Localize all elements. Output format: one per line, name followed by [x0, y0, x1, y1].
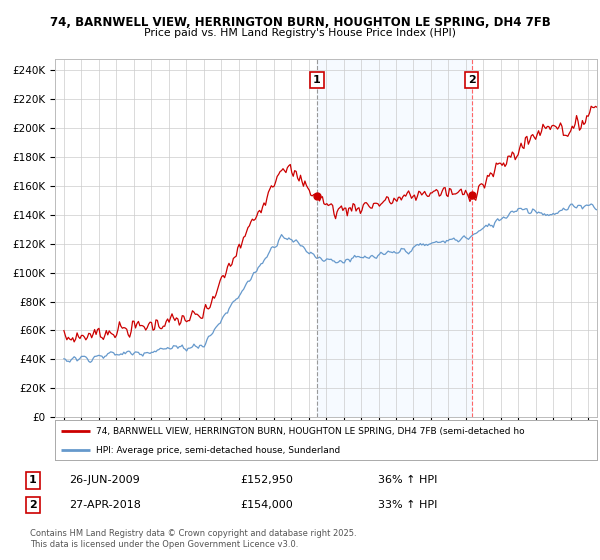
Text: Price paid vs. HM Land Registry's House Price Index (HPI): Price paid vs. HM Land Registry's House … [144, 28, 456, 38]
Text: 74, BARNWELL VIEW, HERRINGTON BURN, HOUGHTON LE SPRING, DH4 7FB (semi-detached h: 74, BARNWELL VIEW, HERRINGTON BURN, HOUG… [96, 427, 524, 436]
Text: 1: 1 [29, 475, 37, 486]
Text: HPI: Average price, semi-detached house, Sunderland: HPI: Average price, semi-detached house,… [96, 446, 340, 455]
Text: 26-JUN-2009: 26-JUN-2009 [69, 475, 140, 486]
Text: 2: 2 [29, 500, 37, 510]
Text: £154,000: £154,000 [240, 500, 293, 510]
Bar [317, 59, 472, 417]
Text: 27-APR-2018: 27-APR-2018 [69, 500, 141, 510]
Text: Contains HM Land Registry data © Crown copyright and database right 2025.
This d: Contains HM Land Registry data © Crown c… [30, 529, 356, 549]
Text: 74, BARNWELL VIEW, HERRINGTON BURN, HOUGHTON LE SPRING, DH4 7FB: 74, BARNWELL VIEW, HERRINGTON BURN, HOUG… [50, 16, 550, 29]
Text: 33% ↑ HPI: 33% ↑ HPI [378, 500, 437, 510]
Text: 36% ↑ HPI: 36% ↑ HPI [378, 475, 437, 486]
Text: 1: 1 [313, 75, 321, 85]
Text: 2: 2 [467, 75, 475, 85]
Text: £152,950: £152,950 [240, 475, 293, 486]
